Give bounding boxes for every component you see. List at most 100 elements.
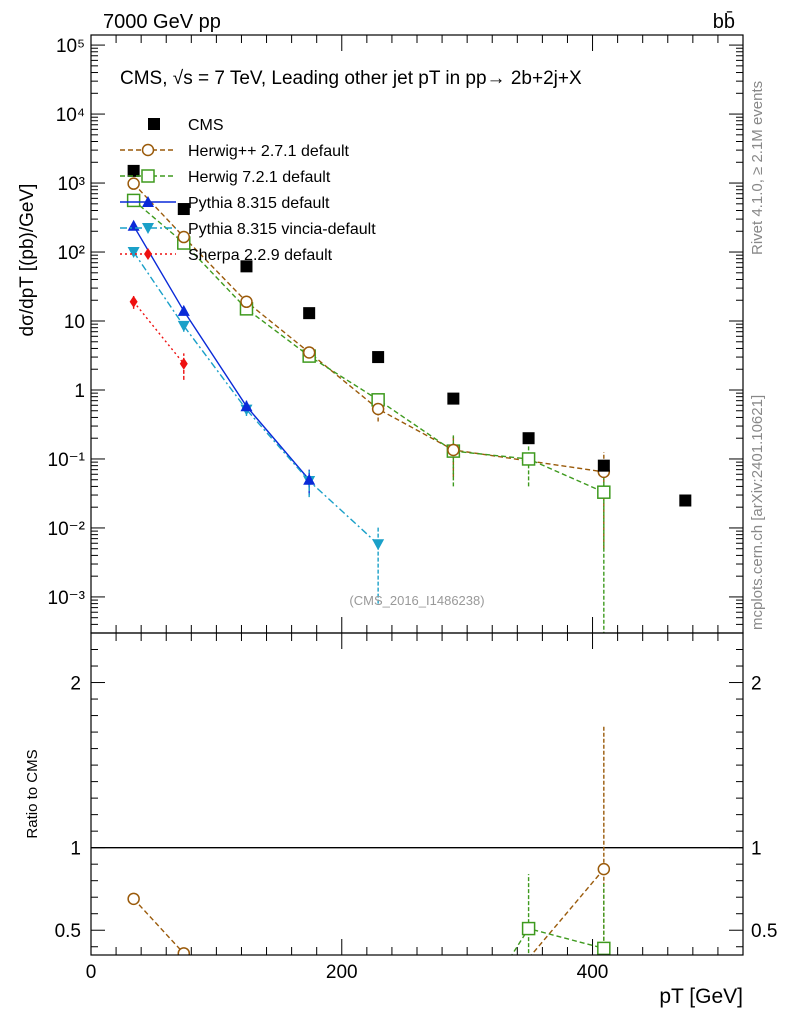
data-point-herwigpp [371,402,385,416]
ratio-y-tick-label: 0.5 [751,921,777,942]
series-herwig7 [132,198,605,633]
ratio-series-herwigpp [127,725,611,955]
markers-vincia [127,247,385,551]
data-point-cms [447,392,460,405]
data-point-herwig7 [597,485,611,499]
data-point-pythia [127,219,140,231]
data-point-cms [127,164,140,177]
y-tick-label: 10⁻² [48,519,86,540]
data-point-vincia [372,539,385,551]
markers-herwigpp [127,177,611,479]
data-point-vincia [127,247,140,259]
main-title: CMS, √s = 7 TeV, Leading other jet pT in… [120,68,582,89]
series-line-vincia [133,251,379,545]
legend-label-sherpa: Sherpa 2.2.9 default [188,247,333,264]
series-line-sherpa [133,301,185,365]
legend-label-cms: CMS [188,117,224,134]
data-point-herwigpp [127,177,140,190]
data-point-cms [522,432,535,445]
legend-label-herwigpp: Herwig++ 2.7.1 default [188,143,350,160]
energy-label: 7000 GeV pp [103,11,221,33]
data-point-cms [240,260,253,273]
data-point-herwigpp [302,346,316,359]
ratio-y-tick-label: 0.5 [55,921,81,942]
legend-marker-cms [148,118,160,130]
data-point-herwig7 [126,193,141,208]
data-point-cms [177,203,190,216]
x-axis-label: pT [GeV] [659,985,743,1008]
series-line-pythia [133,225,310,481]
data-point-cms [303,307,316,320]
legend-label-pythia: Pythia 8.315 default [188,195,330,212]
legend-item-herwigpp: Herwig++ 2.7.1 default [120,143,350,160]
data-point-cms [372,351,385,364]
y-tick-label: 10⁻³ [48,588,86,609]
data-point-pythia [177,304,190,316]
markers-sherpa [129,295,188,370]
x-tick-label: 0 [86,962,97,983]
data-point-herwigpp [447,443,460,457]
x-tick-label: 200 [326,962,358,983]
legend-item-herwig7: Herwig 7.2.1 default [120,169,331,186]
ratio-ylabel: Ratio to CMS [24,749,41,838]
ratio-point-herwig7 [521,921,536,936]
ratio-line-herwigpp [133,898,185,954]
data-point-vincia [177,320,190,332]
ratio-frame [90,632,744,956]
ratio-point-herwigpp [597,862,611,876]
legend-marker-herwig7 [141,169,155,183]
y-tick-label: 10³ [58,174,85,195]
data-point-herwigpp [177,230,191,244]
main-ylabel: dσ/dpT [(pb)/GeV] [17,184,38,337]
data-point-herwig7 [521,452,536,466]
markers-cms [127,164,692,507]
ratio-series-herwig7 [511,874,611,955]
y-tick-label: 1 [74,381,85,402]
series-vincia [132,249,379,604]
ratio-y-tick-label: 1 [70,839,81,860]
series-sherpa [132,296,185,380]
data-point-herwigpp [240,295,253,309]
legend-item-vincia: Pythia 8.315 vincia-default [120,221,376,238]
legend: CMS Herwig++ 2.7.1 default Herwig 7.2.1 de… [120,117,376,264]
process-label: bb̄ [713,10,735,33]
mcplots-label: mcplots.cern.ch [arXiv:2401.10621] [749,395,766,630]
legend-item-sherpa: Sherpa 2.2.9 default [120,247,333,264]
ratio-line-herwigpp [530,868,605,955]
legend-marker-herwigpp [141,143,155,157]
y-tick-label: 10 [64,312,85,333]
ratio-y-tick-label: 1 [751,839,762,860]
legend-marker-sherpa [144,248,152,260]
ratio-point-herwigpp [127,892,140,906]
series-pythia [132,223,310,496]
legend-marker-pythia [142,196,154,207]
legend-label-herwig7: Herwig 7.2.1 default [188,169,331,186]
data-point-pythia [240,400,253,412]
ratio-point-herwigpp [177,947,191,955]
main-panel: 10⁻³ 10⁻² 10⁻¹ 1 10 10² 10³ 10⁴ 10⁵ CMS, √s = 7 … [17,34,744,634]
main-plot-area: 10⁻³ 10⁻² 10⁻¹ 1 10 10² 10³ 10⁴ 10⁵ [48,35,744,634]
ratio-point-herwig7 [597,941,611,955]
data-point-sherpa [129,295,138,308]
data-point-sherpa [179,357,188,370]
ratio-panel: 0 200 400 0.5 0.5 1 1 2 2 Ratio to CMS [24,632,777,983]
ratio-data [127,725,611,955]
ratio-y-tick-label: 2 [70,674,81,695]
y-tick-label: 10⁵ [56,36,85,57]
legend-label-vincia: Pythia 8.315 vincia-default [188,221,376,238]
data-point-pythia [303,473,316,485]
analysis-id: (CMS_2016_I1486238) [349,593,484,608]
ratio-y-tick-label: 2 [751,674,762,695]
y-tick-label: 10⁻¹ [48,450,86,471]
markers-herwig7 [126,193,611,499]
data-point-cms [679,494,692,507]
series-line-herwig7 [133,199,605,493]
rivet-label: Rivet 4.1.0, ≥ 2.1M events [749,81,766,255]
main-data [126,164,692,633]
data-point-cms [597,459,610,472]
legend-item-pythia: Pythia 8.315 default [120,195,330,212]
y-tick-label: 10⁴ [56,105,85,126]
y-tick-label: 10² [58,243,85,264]
legend-item-cms: CMS [148,117,224,134]
